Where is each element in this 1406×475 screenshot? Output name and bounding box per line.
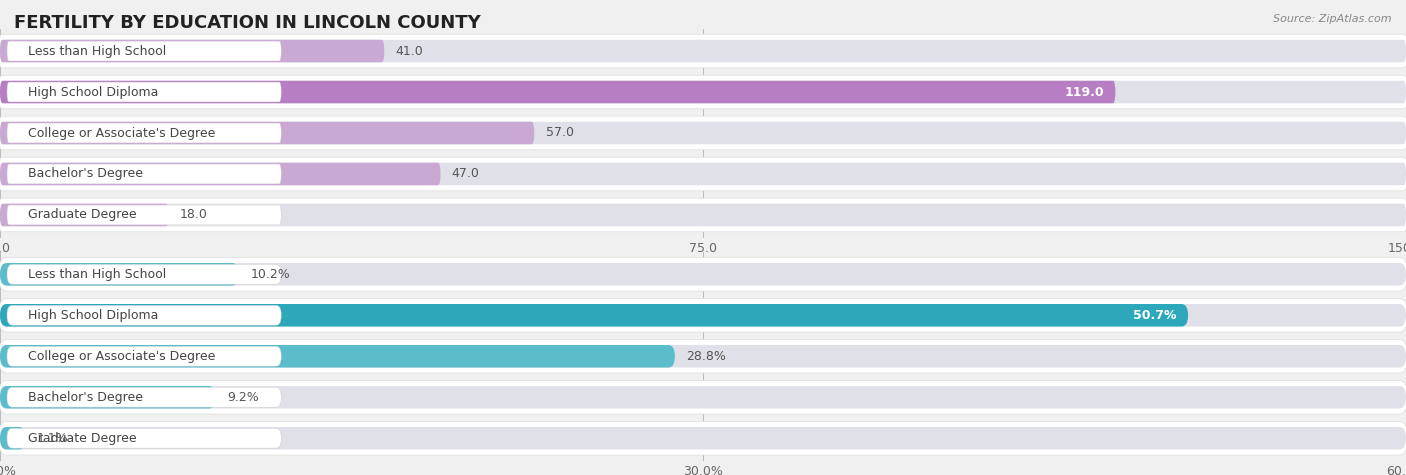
FancyBboxPatch shape (0, 34, 1406, 68)
FancyBboxPatch shape (0, 204, 169, 226)
Text: High School Diploma: High School Diploma (28, 86, 157, 98)
FancyBboxPatch shape (7, 387, 281, 407)
Text: Source: ZipAtlas.com: Source: ZipAtlas.com (1274, 14, 1392, 24)
Text: 1.1%: 1.1% (37, 432, 69, 445)
FancyBboxPatch shape (7, 428, 281, 448)
FancyBboxPatch shape (0, 198, 1406, 232)
FancyBboxPatch shape (7, 123, 281, 143)
Text: Bachelor's Degree: Bachelor's Degree (28, 391, 143, 404)
FancyBboxPatch shape (0, 304, 1406, 326)
FancyBboxPatch shape (0, 81, 1406, 103)
FancyBboxPatch shape (7, 82, 281, 102)
Text: FERTILITY BY EDUCATION IN LINCOLN COUNTY: FERTILITY BY EDUCATION IN LINCOLN COUNTY (14, 14, 481, 32)
FancyBboxPatch shape (0, 122, 1406, 144)
Text: Graduate Degree: Graduate Degree (28, 209, 136, 221)
FancyBboxPatch shape (0, 345, 675, 368)
Text: 41.0: 41.0 (395, 45, 423, 57)
Text: College or Associate's Degree: College or Associate's Degree (28, 126, 215, 140)
Text: 47.0: 47.0 (451, 168, 479, 180)
FancyBboxPatch shape (7, 346, 281, 366)
FancyBboxPatch shape (0, 380, 1406, 414)
FancyBboxPatch shape (0, 116, 1406, 150)
FancyBboxPatch shape (0, 340, 1406, 373)
FancyBboxPatch shape (7, 205, 281, 225)
Text: 10.2%: 10.2% (250, 268, 290, 281)
FancyBboxPatch shape (0, 163, 440, 185)
Text: 18.0: 18.0 (180, 209, 208, 221)
FancyBboxPatch shape (0, 427, 25, 449)
FancyBboxPatch shape (0, 298, 1406, 332)
Text: 119.0: 119.0 (1064, 86, 1104, 98)
FancyBboxPatch shape (7, 305, 281, 325)
Text: Less than High School: Less than High School (28, 268, 166, 281)
Text: 50.7%: 50.7% (1133, 309, 1177, 322)
FancyBboxPatch shape (0, 157, 1406, 191)
FancyBboxPatch shape (7, 265, 281, 284)
FancyBboxPatch shape (0, 40, 1406, 62)
FancyBboxPatch shape (0, 386, 215, 408)
FancyBboxPatch shape (0, 122, 534, 144)
Text: 28.8%: 28.8% (686, 350, 725, 363)
FancyBboxPatch shape (0, 386, 1406, 408)
FancyBboxPatch shape (0, 345, 1406, 368)
FancyBboxPatch shape (0, 263, 1406, 285)
FancyBboxPatch shape (0, 263, 239, 285)
Text: Graduate Degree: Graduate Degree (28, 432, 136, 445)
FancyBboxPatch shape (0, 304, 1188, 326)
FancyBboxPatch shape (0, 427, 1406, 449)
FancyBboxPatch shape (7, 41, 281, 61)
FancyBboxPatch shape (0, 40, 384, 62)
Text: 9.2%: 9.2% (226, 391, 259, 404)
Text: Less than High School: Less than High School (28, 45, 166, 57)
Text: High School Diploma: High School Diploma (28, 309, 157, 322)
Text: College or Associate's Degree: College or Associate's Degree (28, 350, 215, 363)
Text: 57.0: 57.0 (546, 126, 574, 140)
FancyBboxPatch shape (0, 204, 1406, 226)
FancyBboxPatch shape (0, 421, 1406, 455)
FancyBboxPatch shape (0, 75, 1406, 109)
FancyBboxPatch shape (0, 81, 1115, 103)
Text: Bachelor's Degree: Bachelor's Degree (28, 168, 143, 180)
FancyBboxPatch shape (0, 163, 1406, 185)
FancyBboxPatch shape (7, 164, 281, 184)
FancyBboxPatch shape (0, 257, 1406, 291)
